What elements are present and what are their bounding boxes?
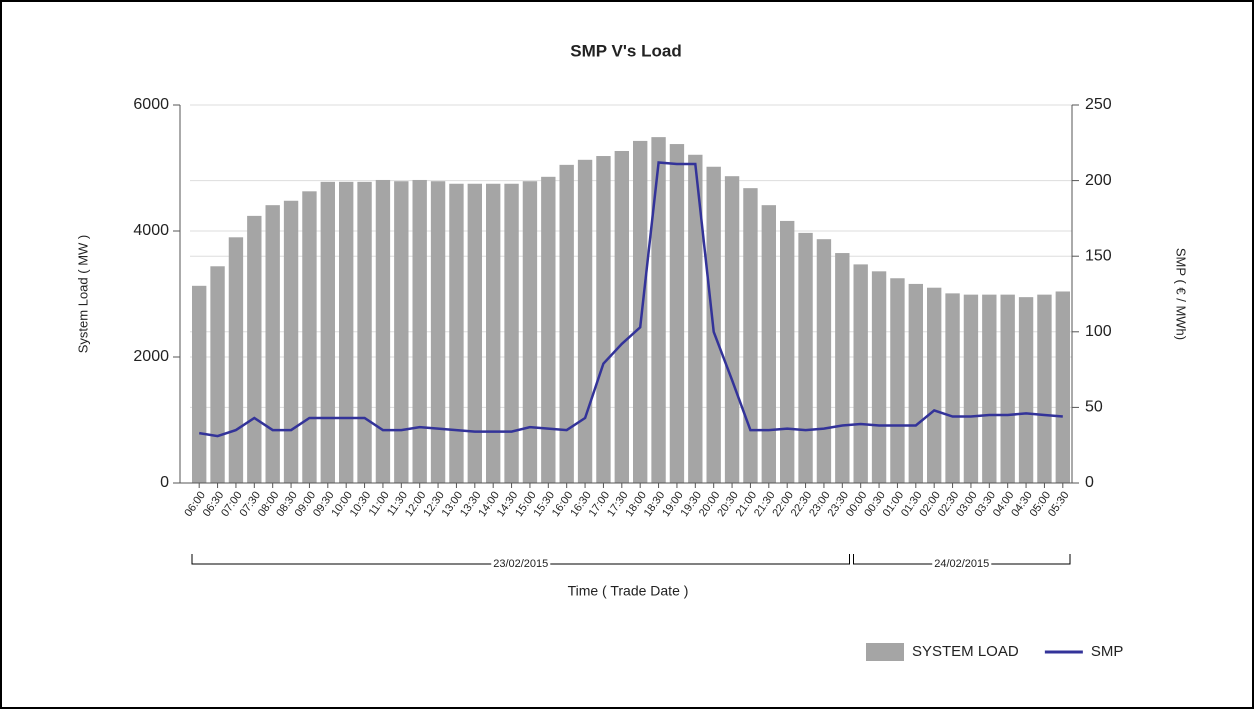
bar bbox=[357, 181, 372, 484]
bar bbox=[467, 183, 482, 483]
group-label-bg bbox=[491, 557, 551, 570]
group-label: 23/02/2015 bbox=[493, 558, 548, 570]
y2-tick-label: 250 bbox=[1085, 96, 1112, 113]
bar bbox=[835, 253, 850, 483]
bar bbox=[982, 294, 997, 483]
y-tick-label: 2000 bbox=[133, 348, 169, 365]
bar bbox=[192, 285, 207, 483]
bar bbox=[320, 181, 335, 484]
bar bbox=[908, 283, 923, 483]
bar bbox=[1018, 297, 1034, 483]
legend-swatch bbox=[866, 643, 904, 661]
bar bbox=[302, 191, 317, 483]
legend-label: SMP bbox=[1091, 643, 1124, 660]
bar bbox=[375, 179, 391, 483]
bar bbox=[743, 188, 758, 483]
group-label: 24/02/2015 bbox=[934, 558, 989, 570]
bar bbox=[1055, 291, 1070, 483]
bar bbox=[541, 176, 556, 483]
y-tick-label: 4000 bbox=[133, 222, 169, 239]
x-axis-label: Time ( Trade Date ) bbox=[568, 583, 689, 599]
bar bbox=[871, 271, 887, 483]
bar bbox=[614, 150, 629, 484]
legend-label: SYSTEM LOAD bbox=[912, 643, 1019, 660]
y-tick-label: 6000 bbox=[133, 96, 169, 113]
bar bbox=[798, 232, 813, 483]
bar bbox=[724, 176, 740, 483]
y2-tick-label: 200 bbox=[1085, 172, 1112, 189]
bar bbox=[669, 144, 685, 483]
bar bbox=[633, 140, 648, 483]
bar bbox=[780, 220, 795, 484]
bar bbox=[283, 200, 299, 483]
bar bbox=[945, 293, 960, 483]
bar bbox=[228, 237, 244, 483]
bar bbox=[394, 181, 409, 484]
bar bbox=[761, 205, 776, 484]
bar bbox=[486, 183, 501, 483]
bar bbox=[651, 137, 666, 483]
bar bbox=[596, 156, 611, 483]
y2-tick-label: 150 bbox=[1085, 247, 1112, 264]
line bbox=[198, 161, 1063, 438]
y-tick-label: 0 bbox=[160, 474, 169, 491]
bar bbox=[210, 266, 225, 483]
bar bbox=[1037, 294, 1052, 483]
y2-tick-label: 0 bbox=[1085, 474, 1094, 491]
bar bbox=[430, 181, 446, 484]
bar bbox=[816, 239, 832, 483]
y2-tick-label: 50 bbox=[1085, 399, 1103, 416]
bar bbox=[504, 183, 519, 483]
y2-axis-label: SMP ( € / MWh) bbox=[1174, 248, 1189, 340]
group-label-bg bbox=[932, 557, 992, 570]
bar bbox=[522, 181, 538, 484]
bar bbox=[247, 215, 262, 483]
bar bbox=[853, 264, 868, 483]
bar bbox=[577, 159, 593, 483]
bar bbox=[339, 181, 354, 484]
chart-title: SMP V's Load bbox=[570, 41, 681, 60]
y-axis-label: System Load ( MW ) bbox=[75, 235, 90, 353]
bar bbox=[412, 179, 427, 483]
bar bbox=[927, 287, 942, 483]
bar bbox=[559, 164, 574, 483]
bar bbox=[265, 205, 280, 484]
y2-tick-label: 100 bbox=[1085, 323, 1112, 340]
bar bbox=[1000, 294, 1015, 483]
bar bbox=[688, 154, 703, 483]
bar bbox=[890, 278, 905, 483]
bar bbox=[449, 183, 464, 483]
bar bbox=[963, 294, 979, 483]
